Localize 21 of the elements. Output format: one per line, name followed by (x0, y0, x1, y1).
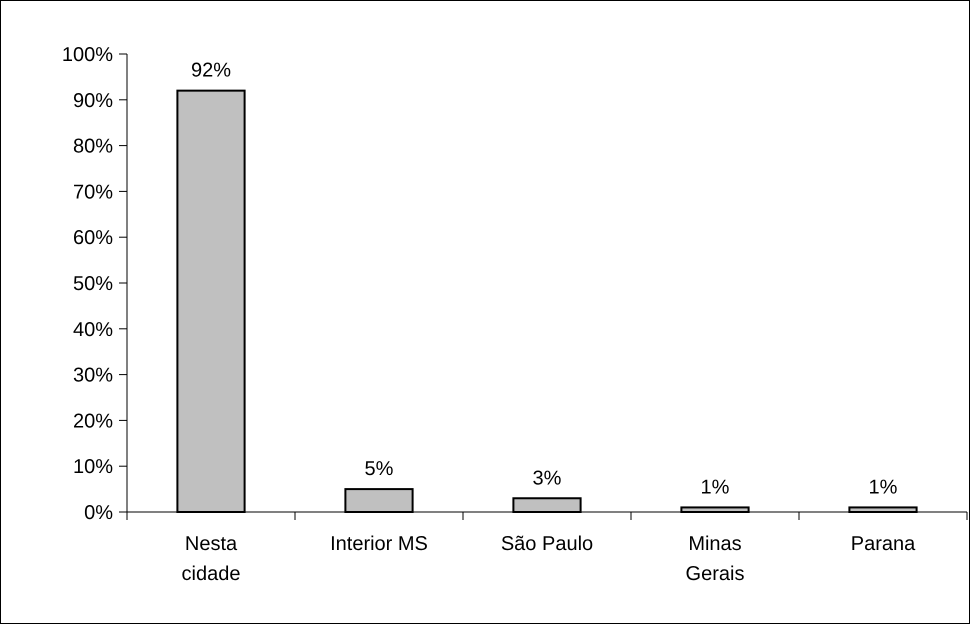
x-tick-label: Nesta cidade (182, 533, 240, 585)
x-tick-label: São Paulo (500, 533, 594, 555)
y-tick-label: 40% (72, 318, 114, 341)
y-tick-label: 20% (72, 410, 114, 432)
y-tick-label: 60% (72, 227, 114, 250)
x-tick-label: Parana (850, 533, 916, 555)
data-label: 5% (364, 458, 394, 480)
y-tick-label: 10% (72, 456, 114, 478)
y-tick-label: 0% (84, 502, 114, 524)
x-tick-label: Interior MS (330, 533, 428, 555)
data-label: 3% (532, 467, 562, 490)
data-label: 1% (868, 476, 898, 498)
y-tick-label: 30% (72, 364, 114, 387)
data-label: 1% (700, 476, 730, 498)
y-tick-label: 70% (72, 181, 114, 204)
data-label: 92% (190, 60, 232, 82)
y-tick-label: 80% (72, 136, 114, 158)
y-tick-label: 90% (72, 90, 114, 112)
y-tick-label: 100% (62, 44, 114, 66)
y-tick-label: 50% (72, 273, 114, 295)
x-tick-label: Minas Gerais (686, 533, 744, 585)
